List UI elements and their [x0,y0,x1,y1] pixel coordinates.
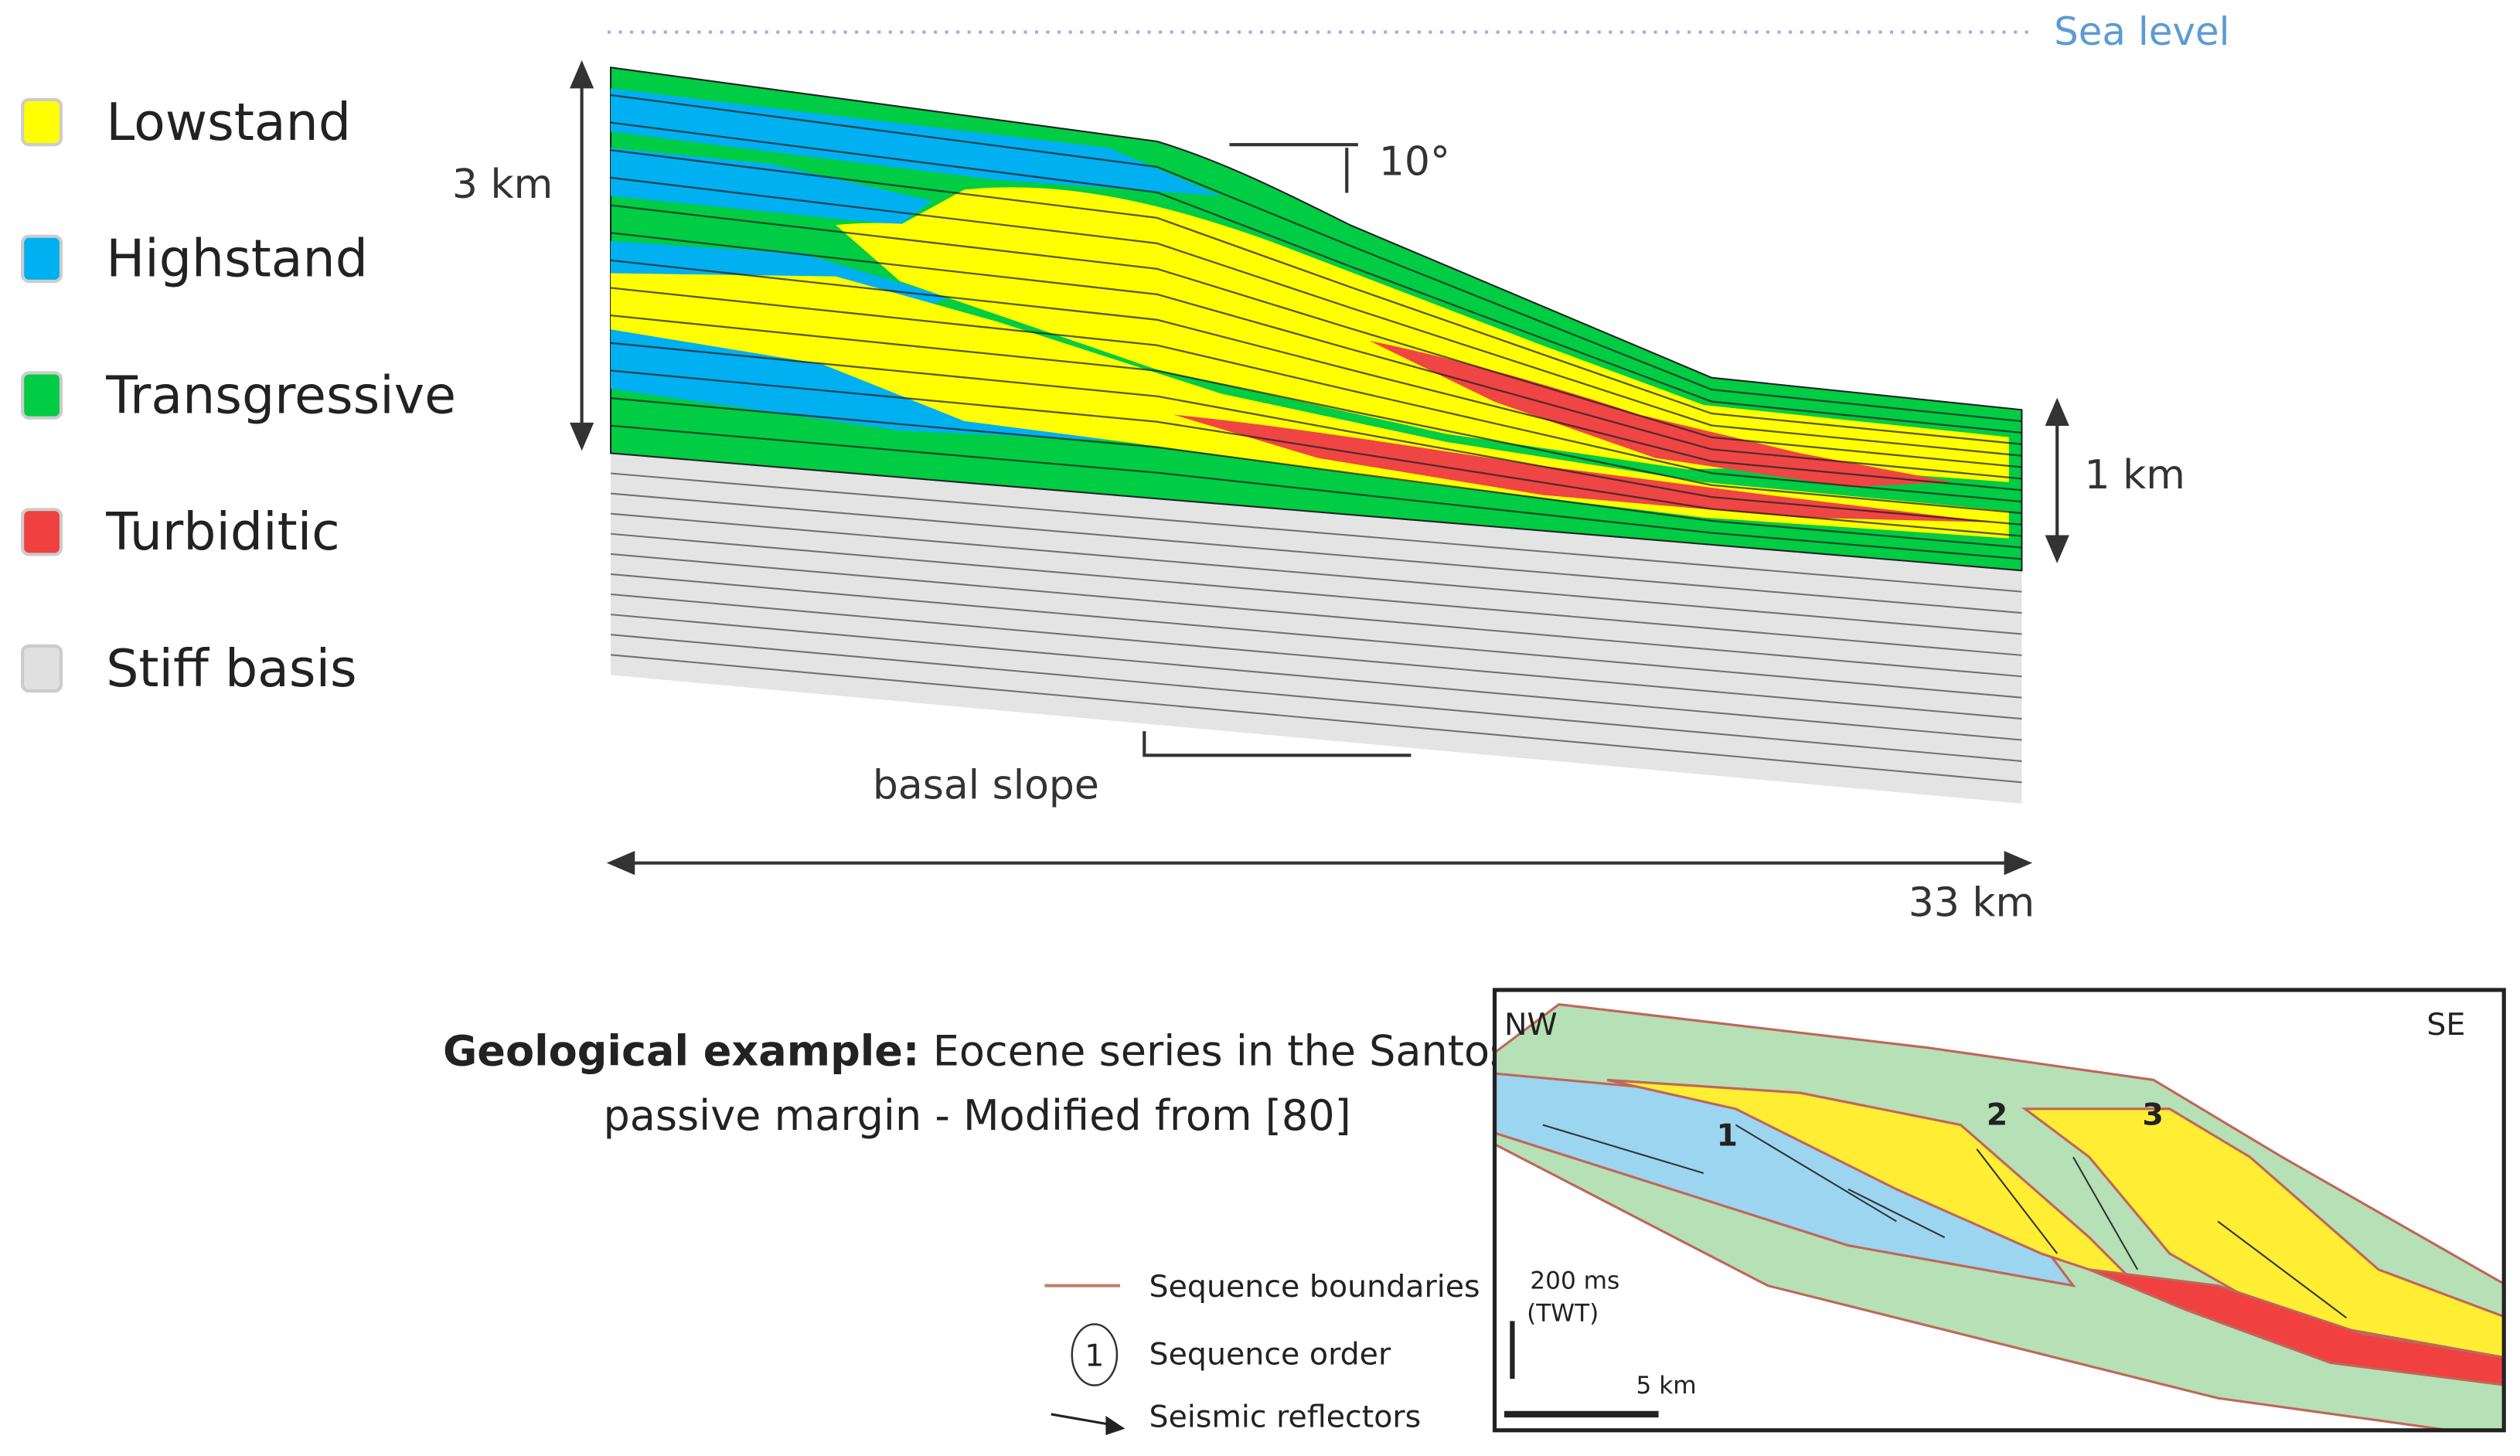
angle-label: 10° [1379,139,1450,185]
stratum-line [610,315,2022,515]
scale-time-unit: (TWT) [1527,1299,1599,1327]
height-left-label: 3 km [452,162,553,208]
legend-label: Transgressive [105,365,456,425]
legend-swatch [21,644,63,693]
legend-swatch [21,508,63,556]
sequence-number: 2 [1987,1097,2007,1133]
inset-legend-label: Sequence order [1149,1336,1391,1372]
basis-line [610,654,2022,784]
basis-line [610,492,2022,614]
legend-swatch [21,234,63,283]
dimension-marks [570,60,2069,876]
basis-line [610,593,2022,720]
inset: NW SE 1 2 3 200 ms (TWT) 5 km [1492,988,2506,1433]
legend: Lowstand Highstand Transgressive Turbiditic… [21,92,456,699]
stiff-basis [610,453,2022,804]
example-title-line: Eocene series in the Santos [933,1027,1511,1076]
scale-time: 200 ms [1530,1267,1619,1295]
basis-line [610,634,2022,762]
stratum-line [610,287,2022,503]
legend-label: Highstand [106,229,368,289]
legend-swatch [21,97,63,147]
inset-se: SE [2426,1007,2465,1043]
basal-slope-label: basal slope [873,762,1099,808]
basis-line [610,532,2022,656]
height-right-label: 1 km [2085,452,2185,498]
sequence-number: 1 [1716,1118,1737,1154]
stratum-line [610,176,2022,457]
basis-line [610,472,2022,593]
example-title: Geological example: Eocene series in the… [443,1027,1511,1076]
inset-legend-label: Seismic reflectors [1149,1400,1422,1435]
strata-lines [610,94,2022,560]
stratum-line [610,121,2022,434]
legend-label: Stiff basis [106,638,357,699]
example-title-bold: Geological example: [443,1027,920,1076]
basis-line [610,614,2022,741]
legend-swatch [21,371,63,420]
sea-level-label: Sea level [2054,9,2229,54]
reflector-symbol [1051,1413,1116,1427]
stratum-line [610,204,2022,468]
stratum-line [610,396,2022,549]
stratum-line [610,424,2022,560]
lowstand-wedges [611,187,2009,539]
stratum-line [610,232,2022,480]
stratum-line [610,94,2022,423]
inset-legend-label: Sequence boundaries [1149,1269,1480,1305]
order-symbol [1071,1323,1119,1386]
scale-distance: 5 km [1636,1372,1697,1400]
basis-line [610,512,2022,635]
basis-line [610,553,2022,678]
legend-label: Lowstand [106,92,351,152]
stratum-line [610,369,2022,537]
order-symbol-label: 1 [1085,1339,1104,1374]
example-title-line: passive margin - Modified from [80] [603,1091,1350,1140]
sequence-number: 3 [2142,1097,2163,1133]
stratum-line [610,259,2022,492]
stratum-line [610,342,2022,526]
inset-nw: NW [1504,1007,1558,1043]
reflector-arrow [1105,1416,1125,1435]
stratum-line [610,149,2022,445]
basis-line [610,573,2022,699]
width-label: 33 km [1909,879,2035,926]
legend-label: Turbiditic [105,502,340,562]
